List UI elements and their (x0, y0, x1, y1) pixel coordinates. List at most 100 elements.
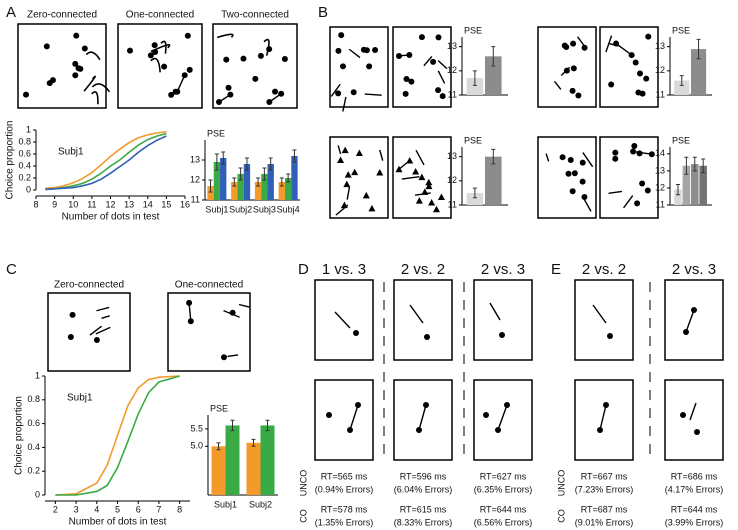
result: (4.17% Errors) (665, 484, 724, 494)
x-tick-label: Subj4 (277, 204, 300, 214)
y-tick-label: 11 (448, 199, 457, 209)
row-label: UNCO (298, 470, 308, 497)
segment (330, 83, 341, 97)
bar (237, 174, 244, 200)
triangle (418, 173, 426, 181)
y-tick-label: 11 (656, 89, 665, 99)
dot (216, 99, 222, 105)
stimulus-frame (664, 379, 724, 461)
curve (216, 33, 234, 39)
error-bar (262, 167, 267, 181)
segment (364, 93, 382, 96)
triangle (395, 165, 403, 173)
dot (408, 78, 415, 85)
y-tick-label: 0.2 (18, 172, 31, 182)
result: (1.35% Errors) (315, 517, 374, 527)
dot (691, 307, 697, 313)
x-tick-label: 12 (105, 199, 115, 209)
dot (126, 47, 133, 54)
triangle (362, 191, 370, 199)
y-tick-label: 0.6 (27, 418, 40, 428)
dot (581, 44, 588, 51)
dot (272, 88, 279, 95)
y-axis-label: PSE (210, 403, 228, 413)
error-bar (251, 438, 256, 447)
dot (635, 89, 642, 96)
curve (45, 131, 167, 189)
x-tick-label: 13 (124, 199, 134, 209)
stimulus-frame (392, 26, 452, 108)
segment (437, 70, 446, 84)
segment (553, 80, 562, 90)
stimulus-label: Zero-connected (27, 10, 97, 21)
triangle (376, 168, 384, 176)
bar (243, 164, 251, 200)
bar (261, 174, 268, 200)
result: RT=644 ms (480, 504, 527, 514)
y-tick-label: 13 (447, 151, 457, 161)
triangle (428, 198, 436, 206)
curve (45, 135, 167, 191)
dot (597, 427, 603, 433)
dot (338, 32, 345, 39)
segment (409, 304, 424, 324)
x-tick-label: 14 (143, 199, 153, 209)
error-bar (232, 177, 237, 187)
dot (567, 157, 574, 164)
segment (227, 354, 239, 358)
result: (6.56% Errors) (474, 517, 533, 527)
segment (418, 404, 427, 431)
result: RT=687 ms (581, 504, 628, 514)
error-bar (216, 442, 221, 451)
bar (246, 442, 261, 495)
dot (575, 92, 582, 99)
dot (603, 402, 609, 408)
segment (335, 204, 349, 216)
dot (257, 52, 264, 59)
x-tick-label: Subj3 (253, 204, 276, 214)
bar (485, 156, 502, 205)
triangle (415, 197, 423, 204)
segment (632, 150, 652, 155)
y-axis-label: PSE (672, 25, 690, 35)
dot (423, 402, 429, 408)
bar (220, 158, 227, 200)
segment (238, 303, 250, 308)
row-label: UNCO (556, 470, 566, 497)
segment (223, 309, 240, 318)
result: RT=644 ms (671, 504, 718, 514)
dot (645, 33, 652, 40)
x-tick-label: 2 (53, 504, 58, 514)
error-bar (684, 156, 689, 175)
stimulus-frame (664, 279, 724, 361)
bar (213, 162, 221, 200)
y-tick-label: 12 (447, 65, 457, 75)
y-axis-label: PSE (464, 135, 482, 145)
dot (225, 84, 232, 91)
chart-title: Subj1 (67, 393, 93, 404)
stimulus-frame (329, 136, 389, 219)
chart-title: Subj1 (58, 147, 84, 158)
dot (561, 42, 568, 49)
y-tick-label: 0.2 (27, 466, 40, 476)
stimulus-frame (537, 136, 597, 219)
dot (266, 99, 273, 105)
dot (680, 412, 686, 418)
dot (278, 90, 285, 97)
dot (372, 47, 379, 54)
x-tick-label: 5 (115, 504, 120, 514)
y-tick-label: 13 (447, 41, 457, 51)
dot (281, 55, 288, 62)
result: RT=578 ms (321, 504, 368, 514)
triangle (425, 178, 433, 186)
dot (67, 334, 74, 341)
segment (685, 309, 695, 333)
y-axis-label: PSE (464, 25, 482, 35)
triangle (432, 205, 440, 213)
error-bar (692, 156, 697, 172)
dot (648, 151, 655, 158)
segment (608, 190, 623, 195)
dot (571, 170, 578, 177)
stimulus-frame (117, 23, 203, 109)
